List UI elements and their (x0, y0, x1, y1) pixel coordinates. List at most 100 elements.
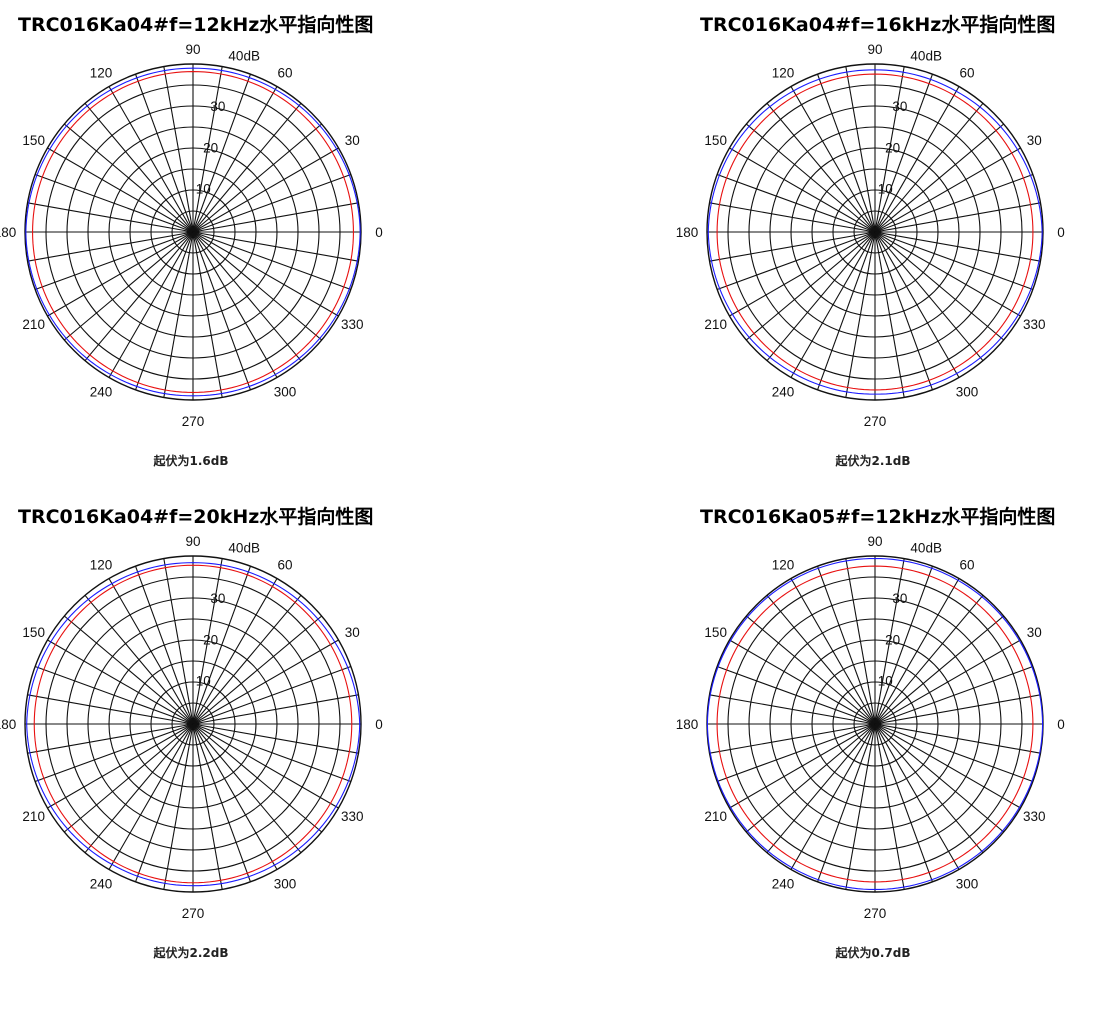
angle-tick-label: 270 (182, 414, 205, 429)
grid-spoke (47, 147, 194, 233)
grid-spoke (192, 123, 323, 233)
grid-spoke (874, 86, 960, 233)
polar-chart-panel-2: TRC016Ka04#f=16kHz水平指向性图 0 30 60 90 120 150 18… (676, 0, 1100, 492)
grid-spoke (192, 578, 278, 725)
angle-tick-label: 270 (864, 414, 887, 429)
angle-tick-label: 150 (22, 133, 45, 148)
grid-spoke (766, 723, 876, 854)
angle-tick-label: 210 (22, 317, 45, 332)
grid-spoke (34, 723, 194, 782)
grid-spoke (192, 694, 359, 725)
angle-tick-label: 120 (90, 66, 113, 81)
polar-chart-panel-1: TRC016Ka04#f=12kHz水平指向性图 0 30 60 90 120 150 18… (0, 0, 550, 492)
grid-spoke (790, 86, 876, 233)
radial-tick-label: 30 (892, 591, 907, 606)
grid-spoke (108, 578, 194, 725)
radial-tick-label: 40dB (228, 49, 260, 64)
grid-spoke (745, 231, 876, 341)
series-red-line (32, 71, 354, 393)
grid-spoke (874, 174, 1034, 233)
grid-spoke (874, 578, 960, 725)
grid-spoke (745, 615, 876, 725)
grid-spoke (192, 174, 352, 233)
angle-tick-label: 0 (1057, 717, 1065, 732)
grid-spoke (192, 231, 223, 398)
angle-tick-label: 180 (676, 717, 699, 732)
grid-spoke (874, 694, 1041, 725)
grid-spoke (766, 594, 876, 725)
angle-tick-label: 30 (1027, 625, 1042, 640)
grid-spoke (192, 147, 339, 233)
grid-spoke (729, 231, 876, 317)
radial-tick-label: 20 (203, 632, 218, 647)
grid-spoke (817, 231, 876, 391)
ripple-label: 起伏为0.7dB (835, 946, 911, 960)
grid-spoke (874, 723, 1041, 754)
grid-spoke (108, 723, 194, 870)
grid-spoke (192, 723, 302, 854)
grid-spoke (874, 723, 905, 890)
series-blue-line (25, 67, 361, 397)
grid-spoke (874, 231, 984, 362)
grid-spoke (84, 723, 194, 854)
angle-tick-label: 180 (0, 717, 16, 732)
grid-spoke (716, 723, 876, 782)
grid-spoke (729, 147, 876, 233)
angle-tick-label: 330 (341, 809, 364, 824)
grid-spoke (874, 202, 1041, 233)
radial-tick-label: 20 (203, 140, 218, 155)
ripple-label: 起伏为2.2dB (153, 946, 229, 960)
grid-spoke (34, 231, 194, 290)
polar-plot: 0 30 60 90 120 150 180 210 240 270 300 330 10 20 30 40d… (676, 534, 1065, 921)
radial-tick-label: 10 (878, 674, 893, 689)
grid-spoke (192, 594, 302, 725)
grid-spoke (47, 639, 194, 725)
ripple-label: 起伏为1.6dB (153, 454, 229, 468)
chart-title: TRC016Ka04#f=16kHz水平指向性图 (700, 14, 1056, 36)
grid-spoke (47, 723, 194, 809)
grid-spoke (163, 231, 194, 398)
radial-tick-label: 10 (878, 182, 893, 197)
chart-title: TRC016Ka04#f=20kHz水平指向性图 (18, 506, 374, 528)
grid-spoke (163, 558, 194, 725)
grid-spoke (874, 723, 1034, 782)
grid-spoke (716, 666, 876, 725)
angle-tick-label: 300 (274, 384, 297, 399)
angle-tick-label: 90 (867, 42, 882, 57)
grid-spoke (874, 615, 1005, 725)
angle-tick-label: 120 (772, 558, 795, 573)
grid-spoke (845, 66, 876, 233)
angle-tick-label: 30 (1027, 133, 1042, 148)
angle-tick-label: 330 (1023, 809, 1046, 824)
grid-spoke (874, 723, 960, 870)
grid-spoke (845, 558, 876, 725)
grid-spoke (874, 66, 905, 233)
grid-spoke (63, 615, 194, 725)
grid-spoke (192, 666, 352, 725)
angle-tick-label: 240 (772, 876, 795, 891)
angle-tick-label: 240 (772, 384, 795, 399)
grid-spoke (729, 723, 876, 809)
grid-spoke (874, 639, 1021, 725)
grid-spoke (192, 102, 302, 233)
grid-spoke (63, 123, 194, 233)
angle-tick-label: 120 (772, 66, 795, 81)
angle-tick-label: 30 (345, 133, 360, 148)
grid-spoke (192, 723, 339, 809)
polar-chart-panel-4: TRC016Ka05#f=12kHz水平指向性图 0 30 60 90 120 150 18… (676, 492, 1100, 984)
series-red-line (716, 73, 1034, 391)
grid-spoke (47, 231, 194, 317)
polar-chart-panel-3: TRC016Ka04#f=20kHz水平指向性图 0 30 60 90 120 150 18… (0, 492, 550, 984)
grid-spoke (874, 723, 1005, 833)
radial-tick-label: 30 (210, 99, 225, 114)
grid-spoke (192, 86, 278, 233)
radial-tick-label: 20 (885, 140, 900, 155)
grid-spoke (192, 639, 339, 725)
grid-spoke (192, 723, 352, 782)
grid-spoke (192, 723, 323, 833)
angle-tick-label: 90 (185, 534, 200, 549)
radial-tick-label: 10 (196, 674, 211, 689)
angle-tick-label: 60 (959, 558, 974, 573)
grid-spoke (192, 723, 278, 870)
grid-spoke (766, 231, 876, 362)
